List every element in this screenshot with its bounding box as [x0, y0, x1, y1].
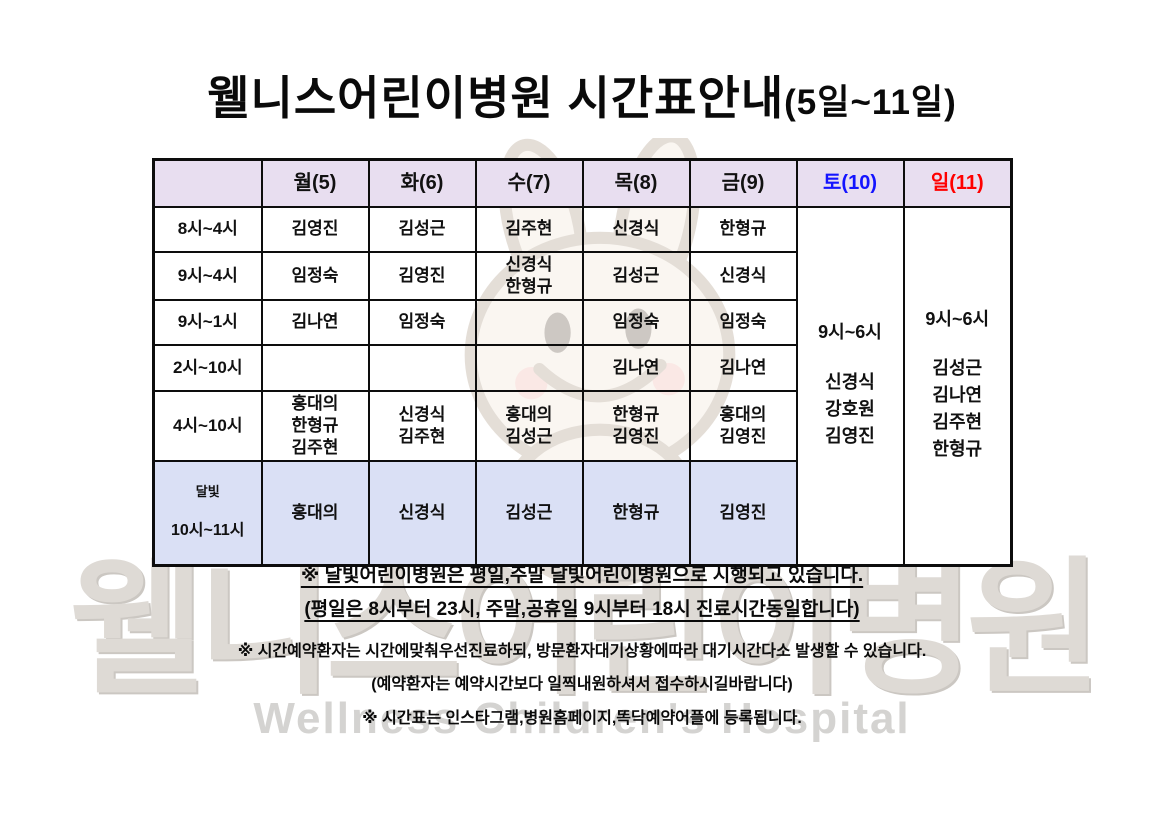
schedule-cell: 신경식 김주현 [367, 389, 477, 462]
note-reservation-priority: ※ 시간예약환자는 시간에맞춰우선진료하되, 방문환자대기상황에따라 대기시간다… [237, 643, 927, 660]
schedule-cell: 한형규 김영진 [581, 389, 691, 462]
time-slot-label-moonlight: 달빛 10시~11시 [152, 459, 263, 567]
sunday-hours: 9시~6시 [925, 308, 990, 329]
page-title-date-range: (5일~11일) [784, 83, 957, 122]
column-header-wednesday: 수(7) [474, 158, 584, 208]
schedule-cell: 김나연 [581, 343, 691, 392]
column-header-tuesday: 화(6) [367, 158, 477, 208]
table-header-row: 월(5) 화(6) 수(7) 목(8) 금(9) 토(10) 일(11) [152, 158, 1013, 208]
english-watermark: Wellness Children's Hospital [253, 694, 911, 743]
time-slot-label: 4시~10시 [152, 389, 263, 462]
corner-cell [152, 158, 263, 208]
table-row: 9시~4시 임정숙 김영진 신경식 한형규 김성근 신경식 [152, 250, 1012, 301]
table-row: 9시~1시 김나연 임정숙 임정숙 임정숙 [152, 298, 1012, 346]
schedule-cell: 신경식 한형규 [474, 250, 584, 301]
korean-watermark: 웰니스어린이병원 [69, 547, 1102, 712]
schedule-cell: 신경식 [688, 250, 798, 301]
schedule-cell: 김성근 [367, 205, 477, 253]
schedule-cell: 한형규 [688, 205, 798, 253]
saturday-schedule-cell: 9시~6시 신경식 강호원 김영진 [795, 205, 905, 567]
column-header-monday: 월(5) [260, 158, 370, 208]
column-header-thursday: 목(8) [581, 158, 691, 208]
page-title: 웰니스어린이병원 시간표안내(5일~11일) [0, 62, 1164, 128]
saturday-doctors: 신경식 강호원 김영진 [825, 371, 875, 446]
schedule-cell: 홍대의 [260, 459, 370, 567]
time-slot-label: 9시~1시 [152, 298, 263, 346]
schedule-cell: 임정숙 [260, 250, 370, 301]
schedule-cell: 김성근 [581, 250, 691, 301]
note-timetable-channels: ※ 시간표는 인스타그램,병원홈페이지,똑닥예약어플에 등록됩니다. [362, 710, 802, 727]
schedule-cell: 임정숙 [688, 298, 798, 346]
schedule-cell: 임정숙 [367, 298, 477, 346]
column-header-sunday: 일(11) [902, 158, 1013, 208]
table-row: 2시~10시 김나연 김나연 [152, 343, 1012, 392]
table-row: 4시~10시 홍대의 한형규 김주현 신경식 김주현 홍대의 김성근 한형규 김… [152, 389, 1012, 462]
schedule-cell: 한형규 [581, 459, 691, 567]
schedule-cell: 김나연 [260, 298, 370, 346]
schedule-cell: 신경식 [367, 459, 477, 567]
column-header-saturday: 토(10) [795, 158, 905, 208]
time-slot-label: 2시~10시 [152, 343, 263, 392]
schedule-cell: 신경식 [581, 205, 691, 253]
schedule-cell: 홍대의 김성근 [474, 389, 584, 462]
table-row: 8시~4시 김영진 김성근 김주현 신경식 한형규 9시~6시 신경식 강호원 … [152, 205, 1013, 567]
page-title-main: 웰니스어린이병원 시간표안내 [207, 72, 785, 124]
moonlight-label: 달빛 [195, 484, 220, 500]
schedule-cell [260, 343, 370, 392]
schedule-cell [367, 343, 477, 392]
weekly-schedule-table: 월(5) 화(6) 수(7) 목(8) 금(9) 토(10) 일(11) 8시~… [152, 158, 1013, 567]
time-slot-label: 9시~4시 [152, 250, 263, 301]
schedule-cell: 김성근 [474, 459, 584, 567]
schedule-cell: 김영진 [260, 205, 370, 253]
schedule-cell: 김영진 [688, 459, 798, 567]
schedule-cell [474, 298, 584, 346]
note-arrive-early: (예약환자는 예약시간보다 일찍내원하셔서 접수하시길바랍니다) [371, 676, 793, 693]
schedule-cell: 홍대의 김영진 [688, 389, 798, 462]
schedule-cell: 김나연 [688, 343, 798, 392]
sunday-schedule-cell: 9시~6시 김성근 김나연 김주현 한형규 [902, 205, 1013, 567]
moonlight-time: 10시~11시 [171, 522, 245, 540]
schedule-cell: 홍대의 한형규 김주현 [260, 389, 370, 462]
moonlight-row: 달빛 10시~11시 홍대의 신경식 김성근 한형규 김영진 [152, 459, 1012, 567]
schedule-cell: 김주현 [474, 205, 584, 253]
sunday-doctors: 김성근 김나연 김주현 한형규 [932, 358, 983, 460]
time-slot-label: 8시~4시 [152, 205, 263, 253]
schedule-cell: 임정숙 [581, 298, 691, 346]
schedule-cell [474, 343, 584, 392]
saturday-hours: 9시~6시 [818, 322, 882, 343]
schedule-cell: 김영진 [367, 250, 477, 301]
note-moonlight-hospital: ※ 달빛어린이병원은 평일,주말 달빛어린이병원으로 시행되고 있습니다. [300, 565, 864, 586]
column-header-friday: 금(9) [688, 158, 798, 208]
note-moonlight-hours: (평일은 8시부터 23시, 주말,공휴일 9시부터 18시 진료시간동일합니다… [304, 599, 860, 620]
